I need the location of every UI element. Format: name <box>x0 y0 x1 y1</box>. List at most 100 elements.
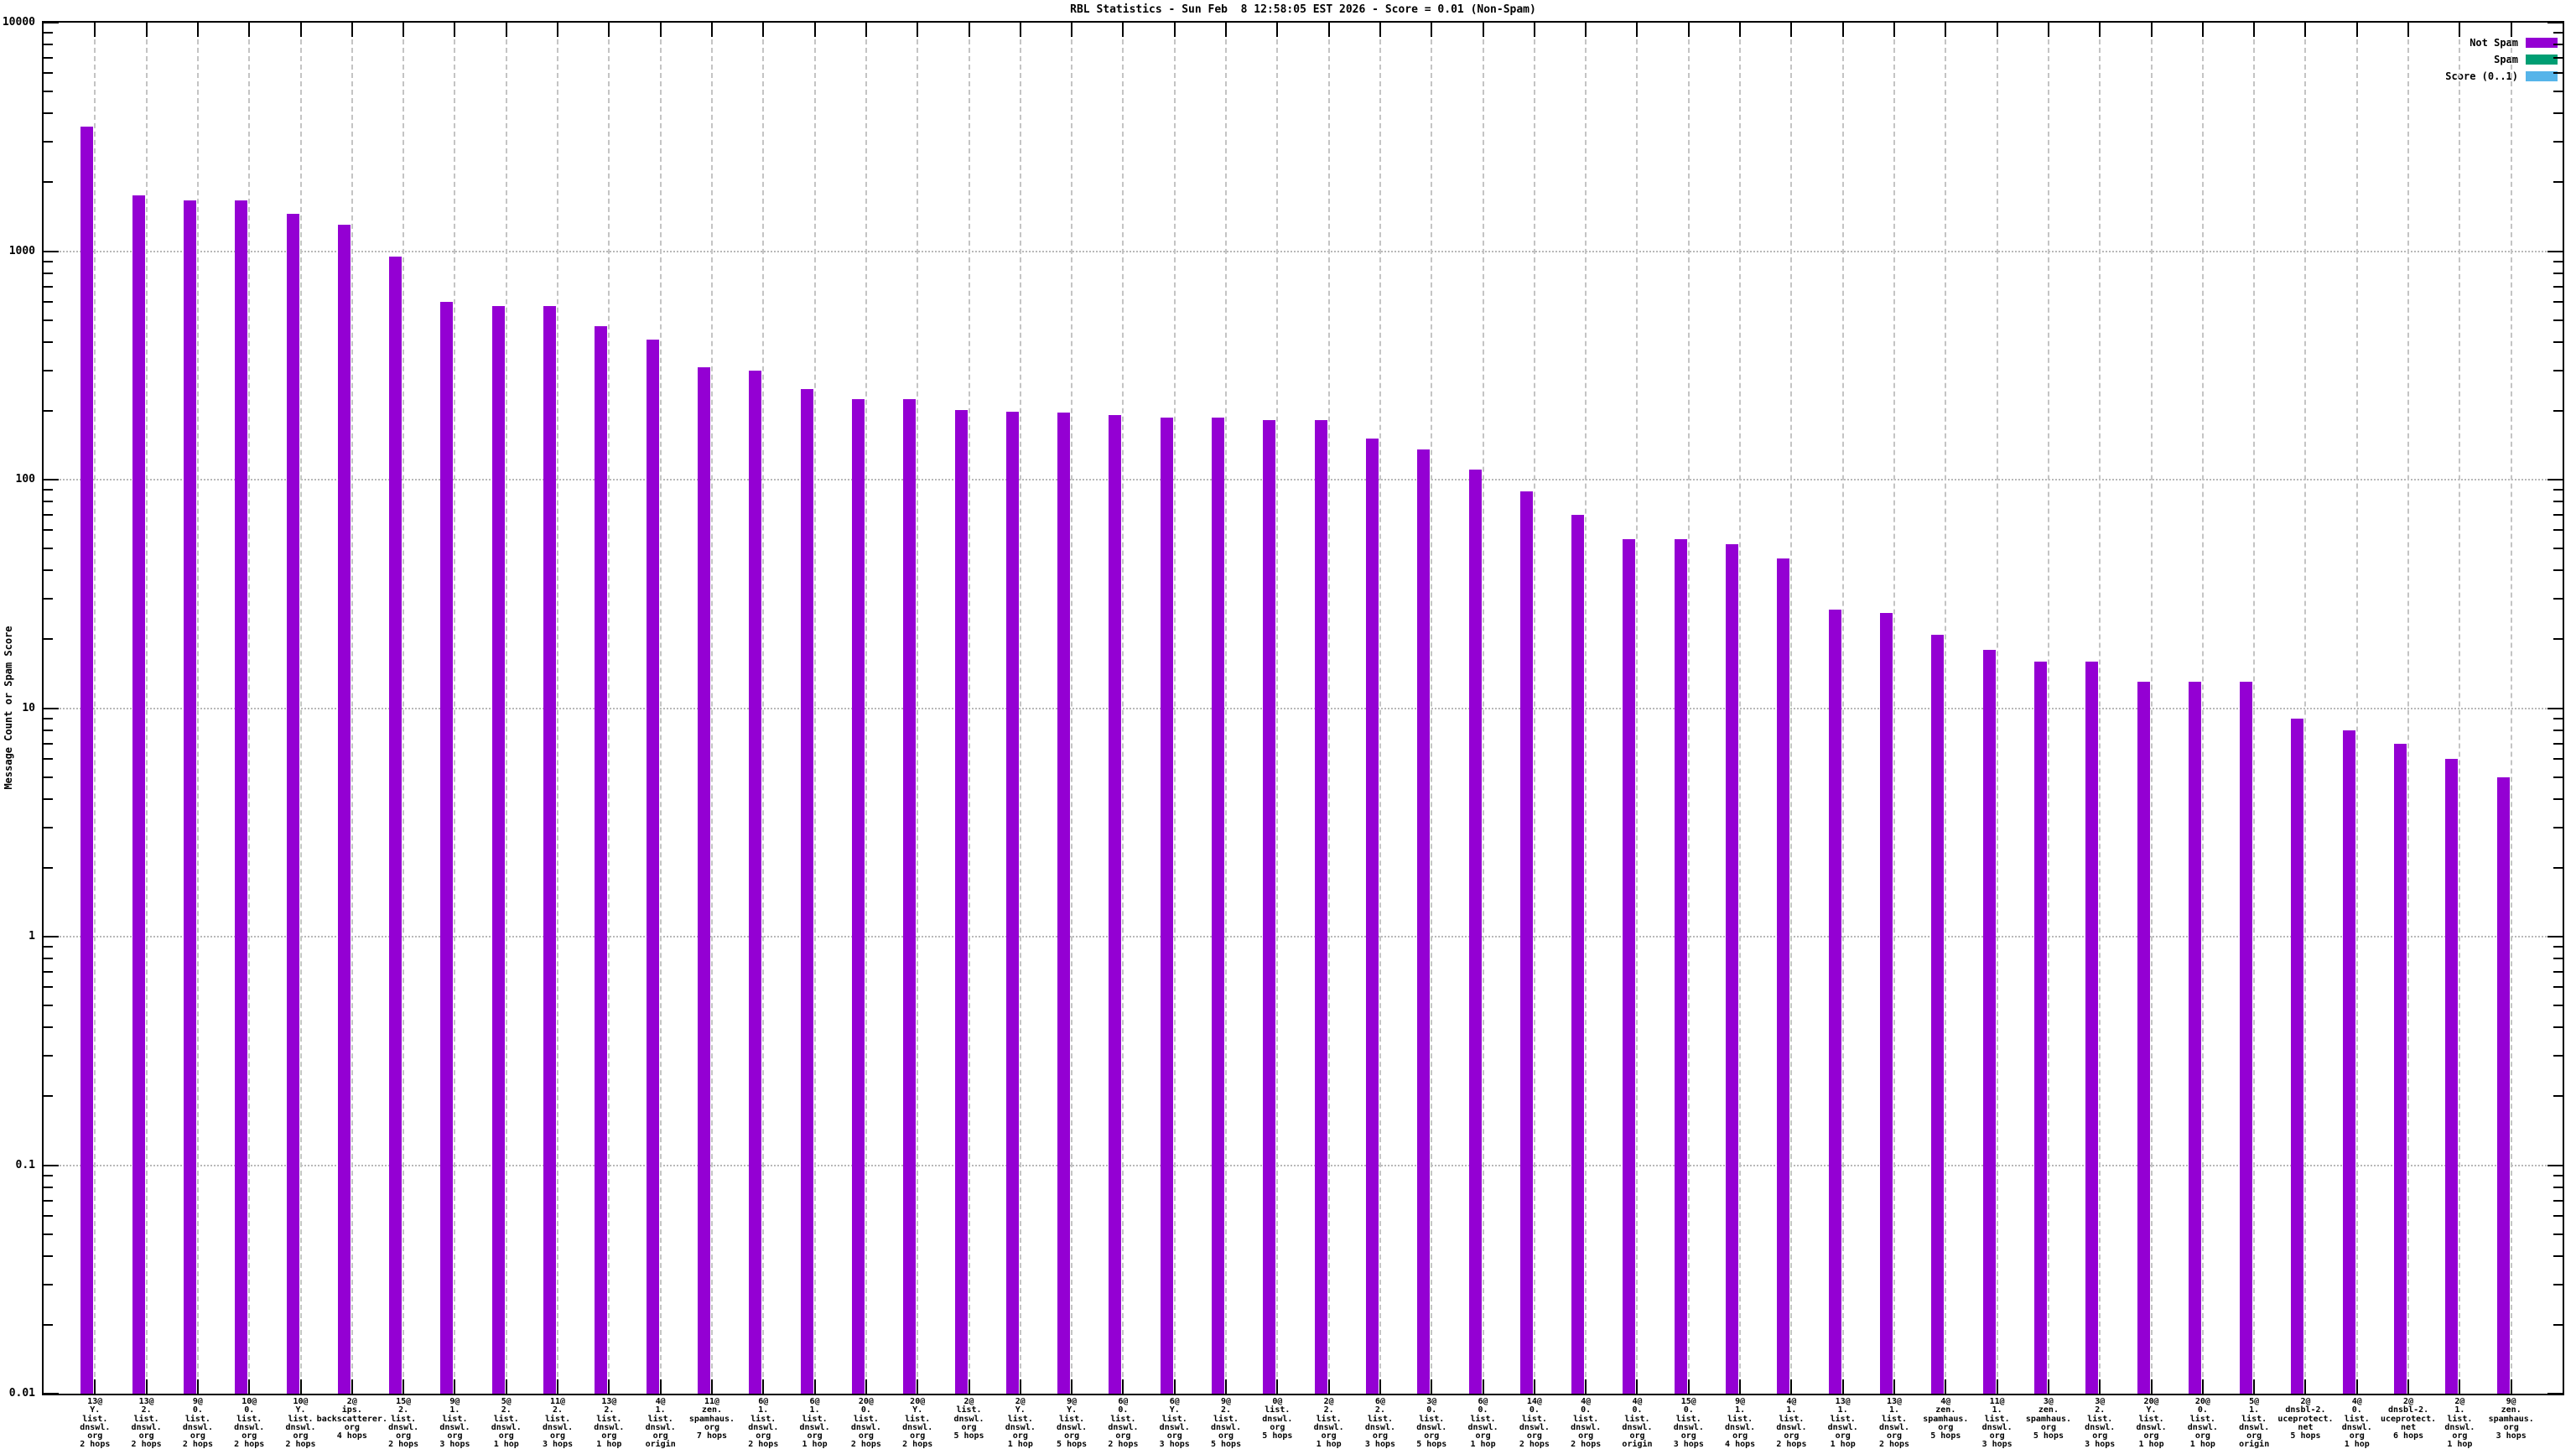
v-gridline <box>505 23 507 1394</box>
y-minor-tick <box>44 986 53 989</box>
bar <box>954 409 968 1394</box>
x-tick-bottom <box>1173 1379 1176 1394</box>
y-minor-tick <box>44 638 53 641</box>
y-minor-tick <box>2553 1186 2563 1188</box>
x-tick-bottom <box>1071 1379 1073 1394</box>
x-tick-bottom <box>196 1379 199 1394</box>
x-tick-top <box>608 23 610 37</box>
y-minor-tick <box>2553 489 2563 491</box>
bar <box>491 305 505 1394</box>
y-minor-tick <box>44 866 53 869</box>
x-tick-top <box>196 23 199 37</box>
v-gridline <box>1739 23 1742 1394</box>
x-tick-top <box>1276 23 1279 37</box>
x-tick-label: 2@ 2. list. dnswl. org 1 hop <box>1313 1397 1344 1449</box>
x-tick-label: 2@ Y. list. dnswl. org 1 hop <box>1005 1397 1036 1449</box>
y-minor-tick <box>2553 340 2563 343</box>
bar <box>1212 417 1225 1394</box>
v-gridline <box>196 23 199 1394</box>
x-tick-bottom <box>2047 1379 2049 1394</box>
y-minor-tick <box>44 409 53 412</box>
x-tick-bottom <box>1687 1379 1690 1394</box>
y-minor-tick <box>2553 181 2563 184</box>
bar <box>1109 415 1122 1394</box>
bar <box>2445 758 2459 1394</box>
legend-swatch <box>2526 55 2558 65</box>
y-minor-tick <box>2553 742 2563 745</box>
y-minor-tick <box>2553 757 2563 760</box>
v-gridline <box>2510 23 2512 1394</box>
y-major-tick <box>44 250 59 252</box>
v-gridline <box>1841 23 1844 1394</box>
x-tick-top <box>145 23 148 37</box>
v-gridline <box>248 23 251 1394</box>
y-minor-tick <box>2553 1283 2563 1285</box>
y-minor-tick <box>2553 285 2563 288</box>
x-tick-bottom <box>2407 1379 2410 1394</box>
bar <box>2137 682 2150 1394</box>
bar <box>132 195 145 1394</box>
x-tick-top <box>2253 23 2256 37</box>
bar <box>1468 469 1482 1394</box>
y-minor-tick <box>2553 1005 2563 1007</box>
x-tick-top <box>1945 23 1947 37</box>
y-minor-tick <box>44 1026 53 1029</box>
x-tick-top <box>968 23 970 37</box>
x-tick-top <box>1482 23 1484 37</box>
x-tick-bottom <box>94 1379 96 1394</box>
x-tick-label: 20@ Y. list. dnswl. org 1 hop <box>2136 1397 2167 1449</box>
y-minor-tick <box>44 181 53 184</box>
x-tick-top <box>659 23 662 37</box>
y-minor-tick <box>44 717 53 719</box>
x-tick-bottom <box>1893 1379 1896 1394</box>
v-gridline <box>1379 23 1381 1394</box>
y-minor-tick <box>2553 1095 2563 1098</box>
y-major-tick <box>2547 479 2563 480</box>
x-tick-bottom <box>1790 1379 1793 1394</box>
y-major-tick <box>44 479 59 480</box>
bar <box>2085 661 2099 1394</box>
v-gridline <box>2099 23 2101 1394</box>
v-gridline <box>1996 23 1998 1394</box>
bar <box>389 256 402 1394</box>
x-tick-label: 9@ 1. list. dnswl. org 3 hops <box>439 1397 470 1449</box>
x-tick-label: 9@ Y. list. dnswl. org 5 hops <box>1057 1397 1088 1449</box>
x-tick-bottom <box>351 1379 353 1394</box>
v-gridline <box>94 23 96 1394</box>
x-tick-bottom <box>1379 1379 1381 1394</box>
x-tick-top <box>1225 23 1228 37</box>
v-gridline <box>1687 23 1690 1394</box>
y-minor-tick <box>44 57 53 60</box>
x-tick-top <box>1996 23 1998 37</box>
y-minor-tick <box>44 1005 53 1007</box>
y-minor-tick <box>2553 971 2563 974</box>
x-tick-bottom <box>1841 1379 1844 1394</box>
bar <box>1263 420 1276 1394</box>
x-tick-bottom <box>710 1379 713 1394</box>
y-minor-tick <box>2553 569 2563 572</box>
legend-label: Not Spam <box>2470 37 2518 49</box>
y-minor-tick <box>2553 1055 2563 1057</box>
y-minor-tick <box>2553 1254 2563 1257</box>
y-minor-tick <box>2553 866 2563 869</box>
y-tick-label: 1 <box>29 930 35 943</box>
bar <box>2033 661 2047 1394</box>
h-gridline <box>44 479 2563 480</box>
y-minor-tick <box>2553 369 2563 371</box>
v-gridline <box>2459 23 2461 1394</box>
y-minor-tick <box>2553 826 2563 828</box>
y-minor-tick <box>44 529 53 532</box>
y-minor-tick <box>44 548 53 550</box>
h-gridline <box>44 250 2563 252</box>
y-minor-tick <box>44 946 53 948</box>
x-tick-label: 4@ 0. list. dnswl. org 1 hop <box>2341 1397 2372 1449</box>
x-tick-label: 2@ list. dnswl. org 5 hops <box>953 1397 984 1441</box>
x-tick-label: 20@ 0. list. dnswl. org 1 hop <box>2187 1397 2218 1449</box>
y-major-tick <box>44 22 59 23</box>
y-tick-label: 1000 <box>8 244 35 257</box>
bar <box>1005 411 1019 1394</box>
x-tick-bottom <box>2099 1379 2101 1394</box>
x-tick-top <box>1636 23 1639 37</box>
x-tick-top <box>402 23 405 37</box>
y-minor-tick <box>2553 946 2563 948</box>
